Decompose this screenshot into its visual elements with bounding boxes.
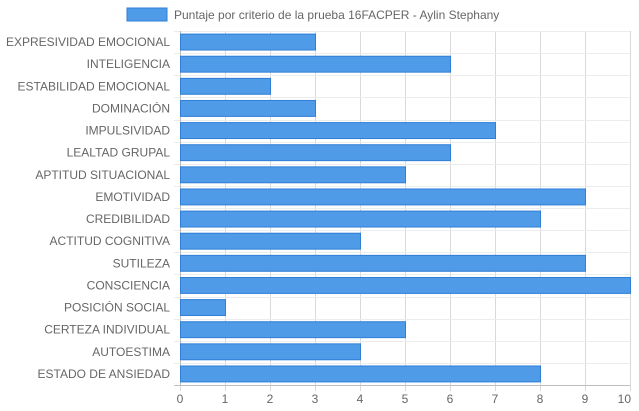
category-labels: EXPRESIVIDAD EMOCIONAL INTELIGENCIA ESTABI… xyxy=(6,35,170,381)
x-tick-label: 9 xyxy=(582,392,589,406)
category-label: ESTADO DE ANSIEDAD xyxy=(38,367,171,381)
x-tick-label: 6 xyxy=(447,392,454,406)
category-label: CONSCIENCIA xyxy=(87,278,170,292)
x-tick-label: 1 xyxy=(222,392,229,406)
bar xyxy=(180,122,496,140)
bar xyxy=(180,77,271,95)
category-label: ACTITUD COGNITIVA xyxy=(50,234,170,248)
bar xyxy=(180,55,451,73)
bar xyxy=(180,254,586,272)
x-tick-label: 0 xyxy=(177,392,184,406)
category-label: EXPRESIVIDAD EMOCIONAL xyxy=(6,35,170,49)
bars xyxy=(180,33,631,383)
x-tick-label: 3 xyxy=(312,392,319,406)
x-tick-label: 10 xyxy=(618,392,632,406)
bar xyxy=(180,99,316,117)
legend-label: Puntaje por criterio de la prueba 16FACP… xyxy=(174,8,499,22)
bar xyxy=(180,276,631,294)
category-label: CERTEZA INDIVIDUAL xyxy=(44,323,170,337)
category-label: IMPULSIVIDAD xyxy=(85,124,170,138)
bar xyxy=(180,343,361,361)
bar xyxy=(180,232,361,250)
bar xyxy=(180,299,226,317)
bar xyxy=(180,166,406,184)
legend[interactable]: Puntaje por criterio de la prueba 16FACP… xyxy=(126,7,499,22)
category-label: CREDIBILIDAD xyxy=(86,212,170,226)
category-label: ESTABILIDAD EMOCIONAL xyxy=(18,79,171,93)
bar xyxy=(180,321,406,339)
x-tick-label: 8 xyxy=(537,392,544,406)
category-label: POSICIÓN SOCIAL xyxy=(64,300,170,315)
category-label: DOMINACIÓN xyxy=(92,100,170,115)
x-axis-tick-labels: 0 1 2 3 4 5 6 7 8 9 10 xyxy=(177,392,632,406)
category-label: AUTOESTIMA xyxy=(92,345,170,359)
bar xyxy=(180,210,541,228)
legend-swatch xyxy=(126,7,168,22)
bar xyxy=(180,144,451,162)
grid-lines xyxy=(174,31,631,391)
category-label: LEALTAD GRUPAL xyxy=(67,146,171,160)
x-tick-label: 4 xyxy=(357,392,364,406)
bar xyxy=(180,365,541,383)
category-label: INTELIGENCIA xyxy=(87,57,170,71)
category-label: SUTILEZA xyxy=(113,256,170,270)
bar xyxy=(180,188,586,206)
category-label: APTITUD SITUACIONAL xyxy=(35,168,170,182)
x-tick-label: 2 xyxy=(267,392,274,406)
x-tick-label: 5 xyxy=(402,392,409,406)
category-label: EMOTIVIDAD xyxy=(95,190,170,204)
bar xyxy=(180,33,316,51)
x-tick-label: 7 xyxy=(492,392,499,406)
